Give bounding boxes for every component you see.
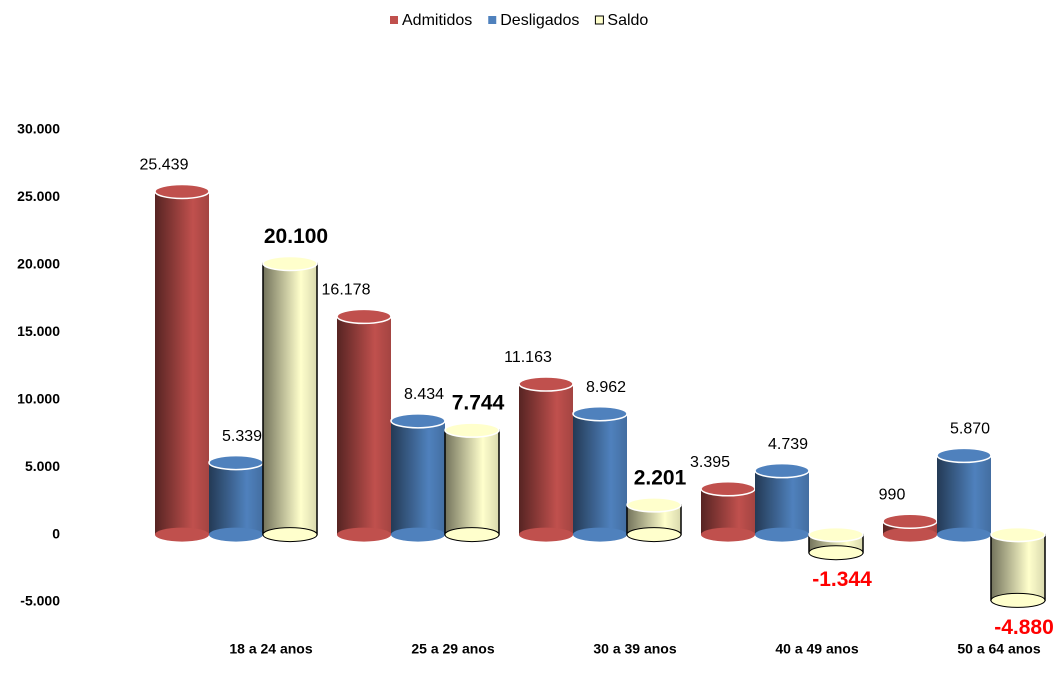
bar-bottom (937, 527, 991, 542)
value-label: 2.201 (634, 466, 687, 489)
bar-shade (391, 420, 445, 535)
bar-shade (519, 384, 573, 535)
bar-top (626, 497, 682, 513)
bar-bottom (155, 527, 209, 542)
bar-top (700, 481, 756, 497)
y-tick-label: 30.000 (17, 121, 60, 137)
bar-top (208, 454, 264, 471)
bar-bottom (990, 592, 1046, 608)
legend-label: Saldo (607, 12, 648, 29)
bar-bottom (755, 527, 809, 542)
bar-top (518, 376, 574, 392)
bar-shade (937, 455, 991, 535)
bar-bottom (337, 527, 391, 542)
bar-shade (755, 470, 809, 535)
bar-bottom (701, 527, 755, 542)
value-label: 16.178 (322, 282, 371, 299)
x-tick-label: 40 a 49 anos (775, 641, 858, 657)
bar-shade (445, 430, 499, 535)
x-tick-label: 50 a 64 anos (957, 641, 1040, 657)
legend-swatch (594, 15, 604, 25)
bar-top (154, 183, 210, 200)
bar-shade (991, 534, 1045, 601)
value-label: 20.100 (264, 225, 328, 248)
x-tick-label: 18 a 24 anos (229, 641, 312, 657)
value-label: 990 (879, 486, 906, 503)
value-label: 8.434 (404, 386, 444, 403)
legend-label: Desligados (500, 12, 579, 29)
legend-label: Admitidos (402, 12, 472, 29)
bar-top (444, 422, 500, 438)
bar-bottom (573, 527, 627, 542)
y-tick-label: 25.000 (17, 188, 60, 204)
y-tick-label: 20.000 (17, 256, 60, 272)
bar-shade (155, 191, 209, 535)
value-label: -4.880 (994, 616, 1054, 639)
value-label: 25.439 (140, 157, 189, 174)
value-label: 5.339 (222, 428, 262, 445)
bar-top (390, 413, 446, 429)
legend-swatch (390, 16, 398, 24)
bar-top (882, 513, 938, 529)
bar-bottom (626, 527, 682, 543)
bar-top (572, 405, 628, 422)
bar-top (936, 447, 992, 464)
bar-top (754, 462, 810, 479)
legend-swatch (488, 16, 497, 24)
value-label: 5.870 (950, 421, 990, 438)
bar-shade (573, 413, 627, 535)
value-label: -1.344 (812, 568, 872, 591)
y-tick-label: 10.000 (17, 390, 60, 406)
value-label: 8.962 (586, 379, 626, 396)
value-label: 3.395 (690, 454, 730, 471)
bar-bottom (262, 527, 318, 543)
bar-top (262, 255, 318, 272)
x-tick-label: 30 a 39 anos (593, 641, 676, 657)
bar-top (990, 526, 1046, 543)
bar-bottom (808, 545, 864, 561)
value-label: 11.163 (504, 349, 552, 366)
bar-bottom (883, 527, 937, 542)
bar-top (808, 526, 864, 543)
bar-bottom (444, 527, 500, 543)
value-label: 4.739 (768, 436, 808, 453)
bar-bottom (391, 527, 445, 542)
y-tick-label: 5.000 (25, 458, 60, 474)
bar-shade (209, 462, 263, 535)
y-tick-label: 0 (52, 525, 60, 541)
bar-shade (337, 316, 391, 535)
bar-top (336, 308, 392, 325)
bar-shade (263, 263, 317, 535)
bar-bottom (209, 527, 263, 542)
value-label: 7.744 (452, 392, 505, 415)
y-tick-label: -5.000 (20, 593, 60, 609)
y-tick-label: 15.000 (17, 323, 60, 339)
x-tick-label: 25 a 29 anos (411, 641, 494, 657)
bar-bottom (519, 527, 573, 542)
